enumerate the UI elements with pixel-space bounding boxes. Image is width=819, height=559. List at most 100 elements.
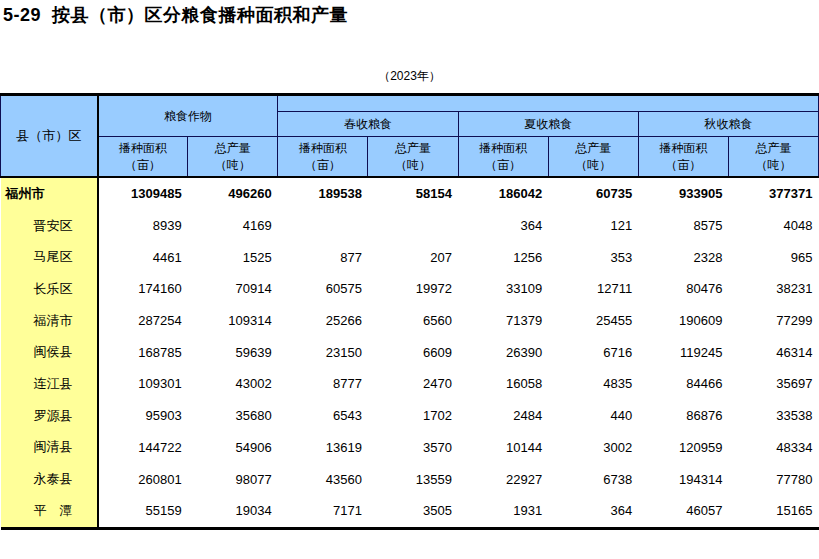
table-row: 马尾区 4461152587720712563532328965 <box>1 241 819 273</box>
cell-value: 54906 <box>188 432 278 464</box>
cell-value: 1309485 <box>98 177 188 210</box>
cell-value: 496260 <box>188 177 278 210</box>
cell-value: 95903 <box>98 400 188 432</box>
column-header-output: 总产量 （吨） <box>548 137 638 178</box>
cell-value: 35680 <box>188 400 278 432</box>
table-row: 闽侯县 168785596392315066092639067161192454… <box>1 336 819 368</box>
cell-value: 19972 <box>368 273 458 305</box>
cell-value: 260801 <box>98 463 188 495</box>
table-header: 县（市）区 粮食作物 春收粮食 夏收粮食 秋收粮食 播种面积 （亩） 总产量 （… <box>1 95 819 178</box>
column-header-line: 播种面积 <box>639 140 728 156</box>
row-label: 闽清县 <box>1 432 98 464</box>
row-label: 连江县 <box>1 368 98 400</box>
cell-value: 4461 <box>98 241 188 273</box>
cell-value: 33538 <box>728 400 818 432</box>
cell-value: 12711 <box>548 273 638 305</box>
page-title: 5-29 按县（市）区分粮食播种面积和产量 <box>3 3 348 27</box>
cell-value: 3002 <box>548 432 638 464</box>
cell-value: 7171 <box>278 495 368 528</box>
cell-value: 15165 <box>728 495 818 528</box>
cell-value: 59639 <box>188 336 278 368</box>
table-row: 晋安区 8939416936412185754048 <box>1 210 819 242</box>
cell-value: 43002 <box>188 368 278 400</box>
cell-value: 48334 <box>728 432 818 464</box>
cell-value: 26390 <box>458 336 548 368</box>
cell-value: 35697 <box>728 368 818 400</box>
row-label: 闽侯县 <box>1 336 98 368</box>
column-header-line: 播种面积 <box>99 140 188 156</box>
cell-value: 186042 <box>458 177 548 210</box>
cell-value: 13619 <box>278 432 368 464</box>
cell-value: 440 <box>548 400 638 432</box>
cell-value: 84466 <box>638 368 728 400</box>
cell-value: 46057 <box>638 495 728 528</box>
cell-value: 377371 <box>728 177 818 210</box>
column-header-sown-area: 播种面积 （亩） <box>278 137 368 178</box>
cell-value: 60575 <box>278 273 368 305</box>
column-header-unit: （吨） <box>188 157 277 173</box>
cell-value: 1256 <box>458 241 548 273</box>
cell-value: 6560 <box>368 305 458 337</box>
cell-value: 2484 <box>458 400 548 432</box>
cell-value: 8575 <box>638 210 728 242</box>
group-header-grain-crops: 粮食作物 <box>98 95 278 137</box>
cell-value: 8777 <box>278 368 368 400</box>
cell-value: 25455 <box>548 305 638 337</box>
row-label: 平 潭 <box>1 495 98 528</box>
cell-value: 22927 <box>458 463 548 495</box>
table-row: 福清市 287254109314252666560713792545519060… <box>1 305 819 337</box>
row-label: 福州市 <box>1 177 98 210</box>
header-band-1: 县（市）区 粮食作物 <box>1 95 819 112</box>
cell-value: 55159 <box>98 495 188 528</box>
column-header-unit: （吨） <box>549 157 638 173</box>
row-label: 福清市 <box>1 305 98 337</box>
cell-value: 194314 <box>638 463 728 495</box>
cell-value: 933905 <box>638 177 728 210</box>
cell-value: 16058 <box>458 368 548 400</box>
cell-value: 1525 <box>188 241 278 273</box>
cell-value: 71379 <box>458 305 548 337</box>
table-body: 福州市 130948549626018953858154186042607359… <box>1 177 819 528</box>
cell-value: 144722 <box>98 432 188 464</box>
column-header-unit: （亩） <box>99 157 188 173</box>
table-row: 罗源县 95903356806543170224844408687633538 <box>1 400 819 432</box>
cell-value: 2328 <box>638 241 728 273</box>
column-header-output: 总产量 （吨） <box>368 137 458 178</box>
cell-value: 119245 <box>638 336 728 368</box>
row-label: 永泰县 <box>1 463 98 495</box>
column-header-unit: （吨） <box>729 157 818 173</box>
cell-value: 70914 <box>188 273 278 305</box>
cell-value: 1702 <box>368 400 458 432</box>
column-header-output: 总产量 （吨） <box>728 137 818 178</box>
cell-value <box>368 210 458 242</box>
cell-value: 353 <box>548 241 638 273</box>
cell-value: 4048 <box>728 210 818 242</box>
cell-value: 109301 <box>98 368 188 400</box>
cell-value: 58154 <box>368 177 458 210</box>
column-header-line: 总产量 <box>729 140 818 156</box>
cell-value: 109314 <box>188 305 278 337</box>
year-note: （2023年） <box>0 68 819 85</box>
cell-value: 207 <box>368 241 458 273</box>
cell-value: 189538 <box>278 177 368 210</box>
group-header-autumn: 秋收粮食 <box>638 112 818 137</box>
corner-header: 县（市）区 <box>1 95 98 178</box>
group-header-summer: 夏收粮食 <box>458 112 638 137</box>
cell-value: 3570 <box>368 432 458 464</box>
column-header-line: 总产量 <box>188 140 277 156</box>
column-header-line: 总产量 <box>368 140 457 156</box>
table-row: 永泰县 260801980774356013559229276738194314… <box>1 463 819 495</box>
cell-value: 1931 <box>458 495 548 528</box>
cell-value: 6609 <box>368 336 458 368</box>
cell-value: 80476 <box>638 273 728 305</box>
column-header-unit: （吨） <box>368 157 457 173</box>
column-header-sown-area: 播种面积 （亩） <box>458 137 548 178</box>
page: 5-29 按县（市）区分粮食播种面积和产量 （2023年） 县（市）区 粮食作物… <box>0 0 819 559</box>
column-header-line: 总产量 <box>549 140 638 156</box>
cell-value: 287254 <box>98 305 188 337</box>
column-header-line: 播种面积 <box>459 140 548 156</box>
cell-value: 965 <box>728 241 818 273</box>
cell-value: 33109 <box>458 273 548 305</box>
cell-value: 3505 <box>368 495 458 528</box>
row-label: 马尾区 <box>1 241 98 273</box>
